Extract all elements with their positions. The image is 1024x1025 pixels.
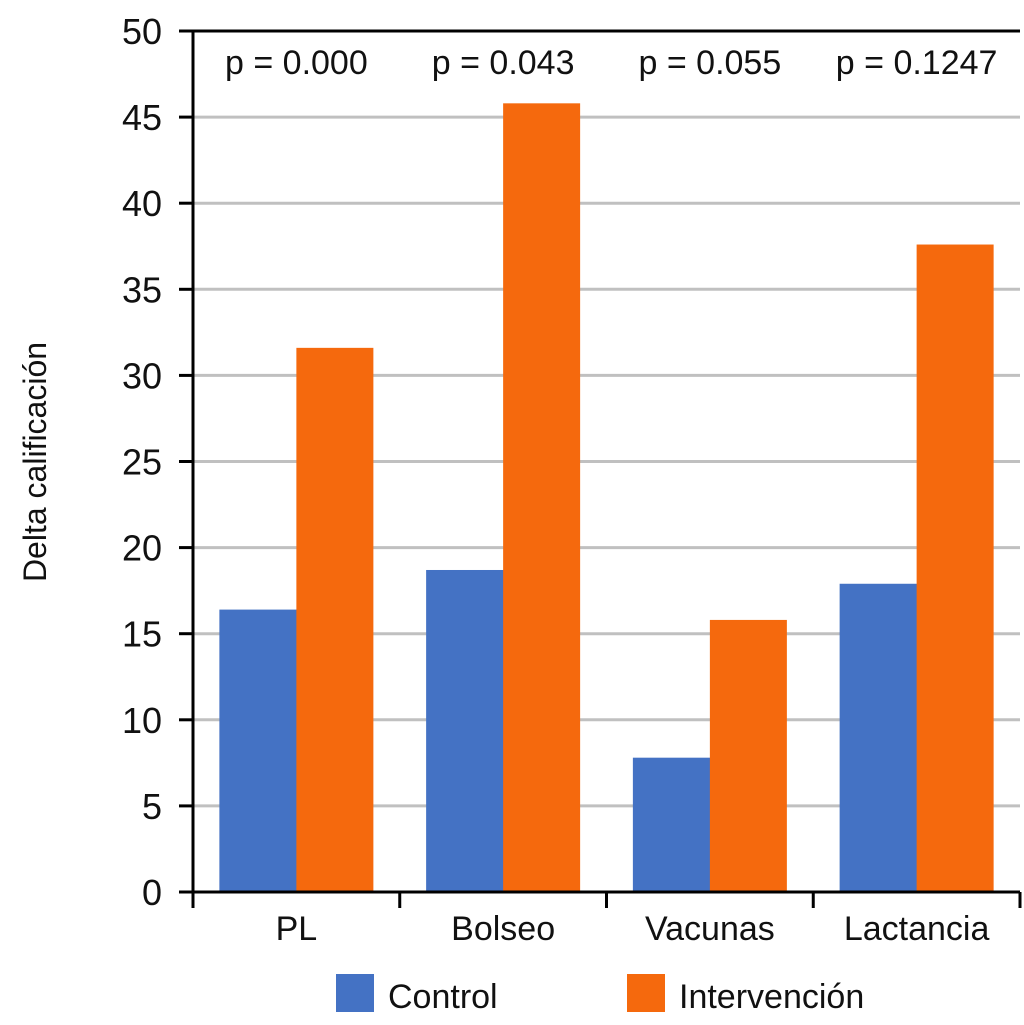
bar-intervencin-vacunas bbox=[709, 619, 787, 892]
p-value-label: p = 0.043 bbox=[432, 44, 575, 82]
p-value-label: p = 0.1247 bbox=[836, 44, 998, 82]
bar-control-vacunas bbox=[632, 757, 711, 892]
y-tick-label: 30 bbox=[122, 355, 162, 396]
bar-intervencin-pl bbox=[296, 347, 374, 892]
legend-swatch-0 bbox=[336, 974, 374, 1012]
axes bbox=[179, 29, 1022, 908]
x-tick-label: Bolseo bbox=[451, 910, 555, 948]
x-tick-label: Lactancia bbox=[844, 910, 990, 948]
y-axis-label: Delta calificación bbox=[17, 342, 53, 582]
bar-intervencin-bolseo bbox=[503, 103, 581, 893]
y-tick-label: 45 bbox=[122, 97, 162, 138]
p-value-annotations: p = 0.000 p = 0.043 p = 0.055 p = 0.1247 bbox=[225, 44, 997, 82]
y-tick-labels: 0 5 10 15 20 25 30 35 40 45 50 bbox=[122, 11, 162, 913]
bar-control-bolseo bbox=[426, 569, 504, 892]
y-tick-label: 15 bbox=[122, 614, 162, 655]
y-tick-label: 0 bbox=[142, 872, 162, 913]
y-tick-label: 35 bbox=[122, 269, 162, 310]
y-tick-label: 50 bbox=[122, 11, 162, 52]
bar-intervencin-lactancia bbox=[916, 244, 994, 892]
x-tick-label: Vacunas bbox=[645, 910, 775, 948]
bar-control-pl bbox=[219, 609, 297, 892]
legend-label: Intervención bbox=[679, 978, 864, 1016]
p-value-label: p = 0.055 bbox=[639, 44, 782, 82]
bars bbox=[219, 103, 994, 893]
y-tick-label: 10 bbox=[122, 700, 162, 741]
p-value-label: p = 0.000 bbox=[225, 44, 368, 82]
x-tick-labels: PL Bolseo Vacunas Lactancia bbox=[276, 910, 990, 948]
bar-control-lactancia bbox=[839, 583, 918, 892]
x-tick-label: PL bbox=[276, 910, 318, 948]
legend-label: Control bbox=[388, 978, 498, 1016]
y-tick-label: 40 bbox=[122, 183, 162, 224]
y-tick-label: 20 bbox=[122, 528, 162, 569]
legend: Control Intervención bbox=[336, 974, 864, 1016]
y-tick-label: 25 bbox=[122, 442, 162, 483]
legend-swatch-1 bbox=[627, 974, 665, 1012]
y-tick-label: 5 bbox=[142, 786, 162, 827]
